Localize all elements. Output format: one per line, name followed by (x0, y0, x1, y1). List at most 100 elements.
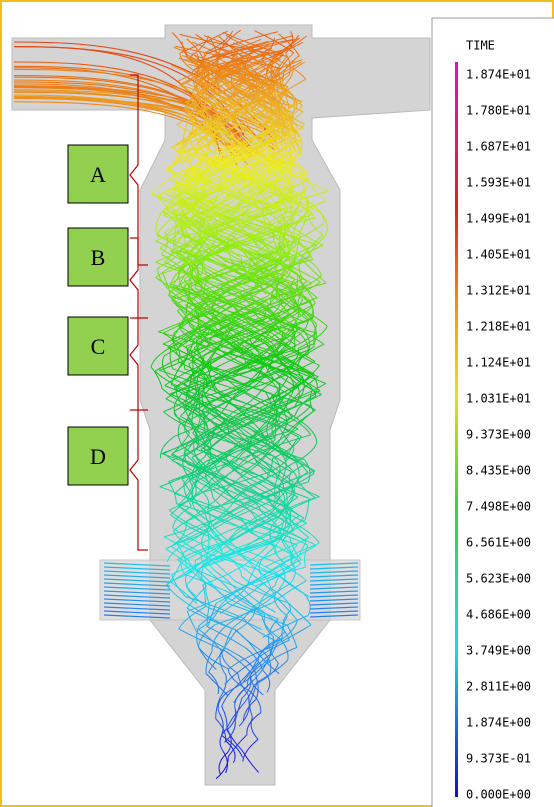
streamline (262, 417, 293, 440)
streamline (281, 343, 320, 366)
streamline (205, 214, 257, 238)
streamline (180, 214, 187, 238)
streamline (103, 594, 359, 599)
streamline (272, 541, 286, 564)
streamline (295, 235, 301, 258)
streamline (228, 669, 260, 692)
streamline (276, 294, 298, 318)
streamline (164, 385, 209, 409)
streamline (187, 408, 210, 431)
streamline (250, 420, 268, 444)
streamline (154, 348, 201, 372)
streamline (204, 541, 253, 565)
streamline (215, 346, 255, 370)
streamline (282, 108, 290, 131)
streamline (235, 508, 273, 532)
streamline (172, 368, 241, 392)
streamline (202, 580, 229, 604)
streamline (178, 58, 220, 82)
streamline (178, 126, 234, 150)
streamline (195, 486, 210, 509)
streamline (103, 574, 359, 579)
streamline (307, 212, 324, 236)
streamline (222, 495, 273, 519)
streamline (195, 167, 231, 190)
streamline (286, 164, 292, 188)
streamline (226, 728, 243, 751)
legend-title: TIME (466, 39, 495, 53)
streamline (299, 420, 318, 443)
streamline (281, 615, 288, 639)
legend-label: 9.373E+00 (466, 428, 531, 442)
streamline (197, 217, 254, 240)
streamline (262, 150, 307, 174)
legend-label: 1.124E+01 (466, 356, 531, 370)
streamline (183, 385, 197, 409)
streamline (180, 62, 218, 86)
streamline (203, 101, 208, 124)
streamline (185, 149, 225, 173)
streamline (155, 276, 190, 300)
streamline (220, 228, 282, 252)
streamline (188, 355, 205, 378)
streamline (237, 420, 279, 444)
streamline (207, 82, 243, 106)
streamline (103, 606, 359, 611)
streamline (194, 65, 258, 89)
streamline (207, 467, 237, 491)
streamline (205, 235, 277, 259)
streamline (218, 280, 285, 304)
streamline (212, 301, 261, 325)
streamline (245, 397, 301, 421)
streamline (242, 698, 257, 722)
streamline (259, 188, 279, 211)
streamline (238, 96, 271, 120)
streamline (303, 593, 311, 616)
streamline (214, 297, 253, 321)
streamline (289, 278, 296, 302)
streamline (176, 543, 188, 566)
streamline (157, 245, 183, 269)
streamline (193, 419, 246, 443)
legend-label: 1.405E+01 (466, 248, 531, 262)
streamline (192, 232, 252, 256)
streamline (215, 206, 250, 230)
streamline (251, 210, 287, 234)
streamline (170, 171, 216, 195)
streamline (267, 184, 298, 208)
streamline (173, 365, 209, 389)
streamline (206, 549, 218, 573)
streamline (227, 668, 250, 692)
streamline (288, 200, 295, 223)
streamline (194, 90, 218, 113)
streamline (299, 375, 305, 399)
streamline (252, 156, 306, 180)
streamline (262, 88, 283, 111)
streamline (265, 140, 284, 164)
streamline (13, 101, 234, 156)
streamline (254, 586, 282, 610)
streamline (206, 508, 211, 532)
streamline (268, 474, 320, 498)
streamline (194, 283, 264, 307)
streamline (155, 261, 220, 285)
streamline (219, 713, 224, 736)
streamline (246, 251, 277, 274)
streamline (103, 578, 359, 583)
streamline (171, 574, 186, 597)
streamline (196, 625, 200, 648)
streamline (278, 189, 287, 212)
streamline (219, 44, 270, 68)
streamline (282, 539, 293, 563)
streamline (185, 596, 245, 619)
streamline (208, 407, 256, 430)
streamline (229, 148, 296, 172)
streamline (263, 651, 272, 675)
streamline (265, 522, 307, 546)
streamline (266, 305, 294, 329)
streamline (170, 523, 209, 547)
streamline (200, 201, 246, 225)
streamline (249, 333, 275, 357)
streamline (230, 216, 258, 240)
streamline (282, 609, 292, 633)
